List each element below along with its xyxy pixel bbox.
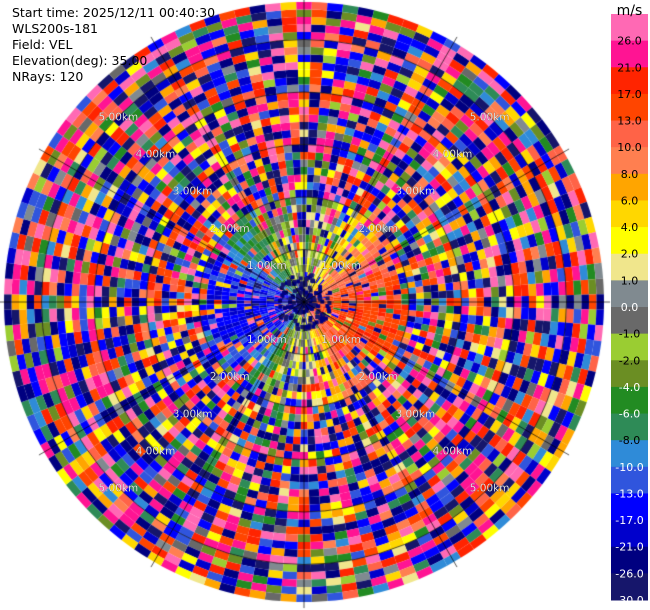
elevation-text: Elevation(deg): 35.00 xyxy=(12,53,148,68)
scan-info: Start time: 2025/12/11 00:40:30 WLS200s-… xyxy=(12,5,215,85)
nrays-text: NRays: 120 xyxy=(12,69,84,84)
instrument-text: WLS200s-181 xyxy=(12,21,98,36)
field-text: Field: VEL xyxy=(12,37,73,52)
start-time-text: Start time: 2025/12/11 00:40:30 xyxy=(12,5,216,20)
